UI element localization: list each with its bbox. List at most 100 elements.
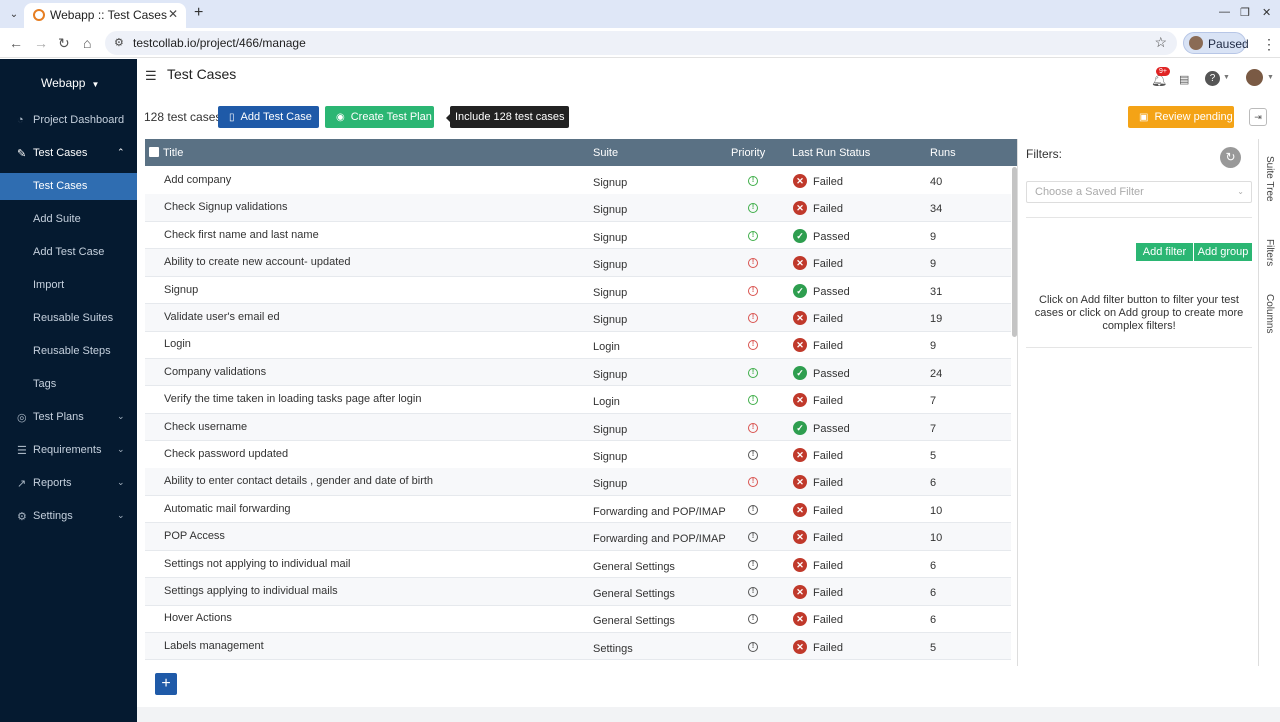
add-filter-button[interactable]: Add filter [1136, 243, 1193, 261]
row-title[interactable]: Labels management [164, 639, 264, 652]
nav-tags[interactable]: Tags [0, 371, 137, 398]
saved-filter-select[interactable]: Choose a Saved Filter ⌄ [1026, 181, 1252, 203]
table-row[interactable]: Automatic mail forwarding Forwarding and … [145, 496, 1011, 524]
column-last-run-status[interactable]: Last Run Status [792, 147, 871, 159]
user-avatar[interactable] [1246, 69, 1263, 86]
nav-test-cases[interactable]: Test Cases [0, 173, 137, 200]
row-suite: Forwarding and POP/IMAP [593, 505, 726, 518]
vertical-scrollbar[interactable] [1012, 167, 1017, 337]
home-icon[interactable]: ⌂ [83, 35, 92, 51]
row-title[interactable]: Company validations [164, 365, 267, 378]
table-row[interactable]: Ability to enter contact details , gende… [145, 468, 1011, 496]
priority-icon: ! [748, 367, 758, 378]
nav-requirements[interactable]: ☰ Requirements ⌄ [0, 437, 137, 464]
table-row[interactable]: Ability to create new account- updated Si… [145, 249, 1011, 277]
table-row[interactable]: Login Login! ✕ Failed 9 [145, 331, 1011, 359]
row-suite: Forwarding and POP/IMAP [593, 533, 726, 546]
row-title[interactable]: Validate user's email ed [164, 311, 280, 323]
collapse-panel-icon[interactable]: ⇥ [1249, 108, 1267, 126]
nav-add-suite[interactable]: Add Suite [0, 206, 137, 233]
select-all-checkbox[interactable] [149, 147, 159, 157]
nav-test-plans[interactable]: ◎ Test Plans ⌄ [0, 404, 137, 431]
row-runs: 24 [930, 367, 943, 380]
add-group-button[interactable]: Add group [1194, 243, 1252, 261]
review-pending-button[interactable]: ▣ Review pending [1128, 106, 1234, 128]
table-row[interactable]: Add company Signup! ✕ Failed 40 [145, 167, 1011, 195]
row-title[interactable]: Settings not applying to individual mail [164, 557, 351, 570]
profile-button[interactable]: Paused [1183, 32, 1249, 54]
menu-toggle-icon[interactable]: ☰ [145, 68, 157, 83]
row-title[interactable]: Check password updated [164, 448, 289, 460]
tab-search-icon[interactable]: ⌄ [9, 9, 19, 20]
row-title[interactable]: Automatic mail forwarding [164, 502, 291, 515]
url-bar[interactable]: ⚙ testcollab.io/project/466/manage ☆ [105, 31, 1177, 55]
row-status: Failed [813, 258, 843, 271]
caret-down-icon[interactable]: ▼ [1267, 74, 1274, 81]
row-title[interactable]: Hover Actions [164, 612, 232, 625]
site-info-icon[interactable]: ⚙ [114, 37, 124, 49]
close-window-icon[interactable]: ✕ [1262, 7, 1272, 19]
new-tab-icon[interactable]: + [194, 4, 204, 21]
priority-icon: ! [748, 422, 758, 433]
column-priority[interactable]: Priority [731, 147, 766, 159]
row-title[interactable]: Signup [164, 283, 199, 296]
column-runs[interactable]: Runs [930, 147, 956, 159]
table-row[interactable]: Check Signup validations Signup! ✕ Failed 34 [145, 194, 1011, 222]
row-title[interactable]: Add company [164, 174, 232, 186]
nav-test-cases-group[interactable]: ✎ Test Cases ⌃ [0, 140, 137, 167]
browser-menu-icon[interactable]: ⋮ [1262, 36, 1276, 52]
tab-filters[interactable]: Filters [1264, 239, 1275, 267]
add-test-case-button[interactable]: ▯ Add Test Case [218, 106, 319, 128]
nav-reusable-steps[interactable]: Reusable Steps [0, 338, 137, 365]
back-icon[interactable]: ← [9, 35, 23, 51]
refresh-icon[interactable]: ↻ [1220, 147, 1241, 168]
nav-import[interactable]: Import [0, 272, 137, 299]
table-row[interactable]: POP Access Forwarding and POP/IMAP! ✕ Faile… [145, 523, 1011, 551]
address-toolbar: ← → ↻ ⌂ ⚙ testcollab.io/project/466/mana… [0, 28, 1280, 58]
add-row-button[interactable]: + [155, 673, 177, 695]
row-title[interactable]: Check Signup validations [164, 201, 288, 214]
table-row[interactable]: Check first name and last name Signup! ✓ Pa… [145, 222, 1011, 250]
row-title[interactable]: Check username [164, 420, 248, 433]
project-switcher[interactable]: Webapp ▼ [41, 76, 99, 90]
row-title[interactable]: Settings applying to individual mails [164, 585, 338, 597]
filters-title: Filters: [1026, 147, 1062, 161]
table-row[interactable]: Company validations Signup! ✓ Passed 24 [145, 358, 1011, 387]
nav-settings[interactable]: ⚙ Settings ⌄ [0, 503, 137, 530]
tab-columns[interactable]: Columns [1264, 294, 1275, 334]
close-tab-icon[interactable]: ✕ [167, 7, 178, 21]
nav-add-test-case[interactable]: Add Test Case [0, 239, 137, 266]
row-title[interactable]: POP Access [164, 530, 225, 543]
reload-icon[interactable]: ↻ [58, 35, 70, 51]
table-row[interactable]: Validate user's email ed Signup! ✕ Failed 19 [145, 304, 1011, 332]
minimize-icon[interactable]: — [1219, 6, 1230, 18]
table-row[interactable]: Signup Signup! ✓ Passed 31 [145, 277, 1011, 305]
browser-tab[interactable]: Webapp :: Test Cases ✕ [24, 3, 186, 28]
nav-reusable-suites[interactable]: Reusable Suites [0, 305, 137, 332]
table-row[interactable]: Settings applying to individual mails Gen… [145, 578, 1011, 606]
nav-project-dashboard[interactable]: ◔ Project Dashboard [0, 107, 137, 134]
calendar-icon[interactable]: ▤ [1179, 74, 1190, 86]
nav-reports[interactable]: ↗ Reports ⌄ [0, 470, 137, 497]
url-text[interactable]: testcollab.io/project/466/manage [133, 36, 306, 50]
row-title[interactable]: Verify the time taken in loading tasks p… [164, 393, 422, 406]
bookmark-star-icon[interactable]: ☆ [1154, 34, 1167, 50]
row-title[interactable]: Ability to create new account- updated [164, 256, 351, 269]
table-row[interactable]: Verify the time taken in loading tasks p… [145, 386, 1011, 414]
table-row[interactable]: Settings not applying to individual mail… [145, 551, 1011, 579]
forward-icon[interactable]: → [34, 35, 48, 51]
row-title[interactable]: Ability to enter contact details , gende… [164, 475, 434, 488]
create-test-plan-button[interactable]: ◉ Create Test Plan [325, 106, 434, 128]
column-title[interactable]: Title [163, 147, 184, 159]
row-title[interactable]: Check first name and last name [164, 228, 319, 241]
table-row[interactable]: Check username Signup! ✓ Passed 7 [145, 413, 1011, 442]
row-title[interactable]: Login [164, 338, 191, 351]
caret-down-icon[interactable]: ▼ [1223, 74, 1230, 81]
table-row[interactable]: Labels management Settings! ✕ Failed 5 [145, 632, 1011, 661]
help-icon[interactable]: ? [1205, 71, 1220, 86]
maximize-icon[interactable]: ❐ [1240, 7, 1250, 19]
table-row[interactable]: Hover Actions General Settings! ✕ Failed 6 [145, 605, 1011, 633]
column-suite[interactable]: Suite [593, 147, 619, 159]
tab-suite-tree[interactable]: Suite Tree [1264, 156, 1275, 202]
table-row[interactable]: Check password updated Signup! ✕ Failed 5 [145, 441, 1011, 469]
